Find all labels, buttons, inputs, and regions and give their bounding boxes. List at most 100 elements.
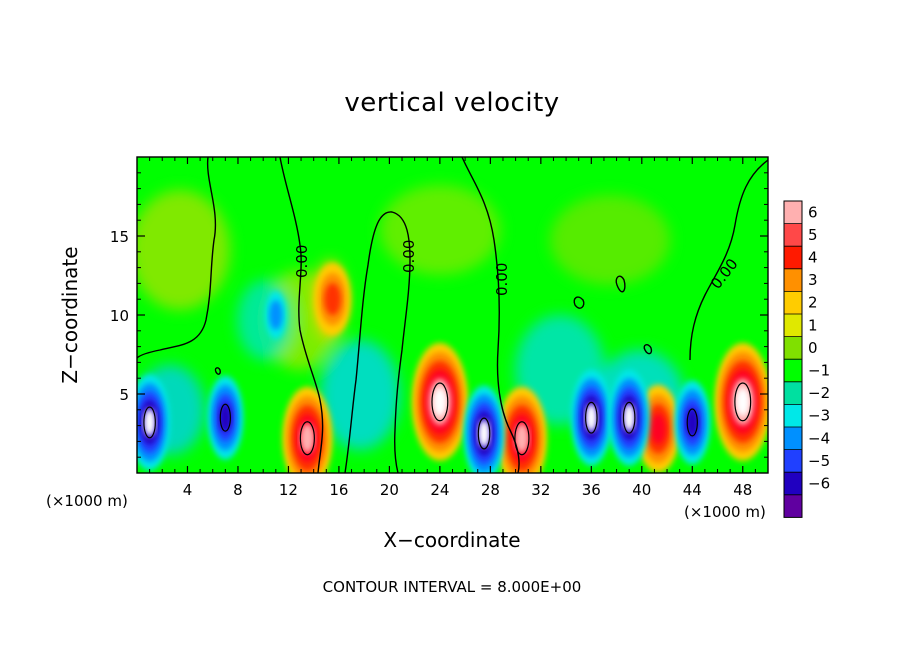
colorbar-swatch [784, 268, 802, 292]
downdraft-cell [137, 374, 171, 471]
contour-label: 0.00 [293, 245, 311, 278]
y-tick-label: 10 [110, 307, 129, 325]
colorbar-swatch [784, 404, 802, 427]
cell-level [433, 387, 447, 417]
x-unit-label-left: (×1000 m) [46, 492, 128, 510]
downdraft-cell [570, 369, 612, 466]
cell-level [219, 403, 232, 433]
colorbar-label: −3 [808, 407, 830, 425]
zero-contour-small-4 [214, 367, 221, 375]
zero-contour-1 [137, 157, 217, 359]
region-upper-right [550, 195, 670, 285]
cell-level [300, 423, 315, 453]
cell-level [650, 413, 666, 445]
colorbar-swatch [784, 449, 802, 473]
colorbar-swatch [784, 494, 802, 518]
y-tick-label: 15 [110, 228, 129, 246]
cell-contour [299, 421, 315, 456]
colorbar-swatch [784, 291, 802, 314]
feature-cells [137, 262, 768, 473]
updraft-cell [314, 262, 352, 336]
x-tick-label: 48 [733, 481, 752, 499]
x-tick-label: 8 [233, 481, 243, 499]
colorbar-label: 4 [808, 249, 818, 267]
colorbar-swatch [784, 314, 802, 337]
x-tick-label: 16 [329, 481, 348, 499]
updraft-cell [282, 386, 333, 473]
colorbar-label: 1 [808, 316, 818, 334]
colorbar-label: 3 [808, 271, 818, 289]
region-cyan-mid [320, 340, 400, 450]
colorbar-swatch [784, 359, 802, 382]
updraft-cell [714, 342, 768, 461]
x-axis-label: X−coordinate [383, 528, 521, 552]
colorbar-swatch [784, 472, 802, 495]
downdraft-cell [674, 380, 711, 465]
cell-level [324, 282, 341, 316]
x-tick-label: 20 [380, 481, 399, 499]
contour-label: 0.00 [493, 263, 511, 296]
cell-contour [514, 421, 530, 456]
colorbar: 6 5 4 3 2 1 0 −1 −2 −3 −4 −5 −6 [783, 200, 830, 518]
x-tick-label: 24 [430, 481, 449, 499]
cell-contour [734, 382, 752, 422]
colorbar-label: 5 [808, 226, 818, 244]
colorbar-label: −4 [808, 429, 830, 447]
chart-title: vertical velocity [344, 88, 560, 118]
contour-interval-note: CONTOUR INTERVAL = 8.000E+00 [322, 578, 582, 596]
updraft-cell [411, 342, 469, 461]
colorbar-swatch [784, 336, 802, 360]
zero-contour-3 [344, 211, 411, 473]
zero-contour-4 [461, 157, 520, 473]
cell-contour [585, 401, 598, 434]
x-unit-label-right: (×1000 m) [684, 503, 766, 521]
x-tick-label: 4 [183, 481, 193, 499]
cell-contour [431, 382, 449, 422]
y-tick-label: 5 [119, 386, 129, 404]
downdraft-cell [265, 291, 287, 339]
cell-level [478, 419, 490, 448]
colorbar-label: −5 [808, 452, 830, 470]
cell-contour [622, 401, 636, 434]
cell-contour [477, 417, 491, 450]
cell-contour [686, 408, 698, 437]
colorbar-swatch [784, 223, 802, 247]
downdraft-cell [463, 385, 505, 473]
x-tick-label: 44 [683, 481, 702, 499]
cell-contour [219, 403, 231, 432]
colorbar-label: 2 [808, 294, 818, 312]
x-tick-label: 36 [582, 481, 601, 499]
contour-label: 0.00 [400, 240, 418, 273]
cell-level [735, 387, 750, 417]
colorbar-swatch [784, 246, 802, 269]
cell-level [585, 403, 598, 432]
x-tick-label: 32 [531, 481, 550, 499]
cell-level [623, 403, 636, 432]
colorbar-swatch [784, 201, 802, 224]
x-tick-label: 28 [481, 481, 500, 499]
colorbar-label: −2 [808, 384, 830, 402]
x-tick-label: 12 [279, 481, 298, 499]
cell-level [514, 423, 530, 453]
cell-contour [143, 406, 156, 439]
zero-contour-2 [279, 157, 324, 473]
colorbar-label: 6 [808, 203, 818, 221]
cell-level [686, 407, 699, 438]
zero-contour-small-2 [615, 275, 626, 293]
downdraft-cell [207, 375, 244, 460]
zero-contour-5 [689, 159, 768, 361]
cell-level [143, 408, 156, 437]
updraft-cell [496, 386, 547, 473]
field-layer [137, 157, 768, 473]
zero-contour-small-3 [643, 343, 653, 355]
colorbar-label: −1 [808, 362, 830, 380]
contour-lines [137, 157, 768, 473]
colorbar-swatch [784, 381, 802, 405]
downdraft-cell [608, 369, 650, 466]
x-tick-label: 40 [632, 481, 651, 499]
cell-level [269, 300, 283, 330]
zero-contour-small-1 [573, 296, 585, 309]
